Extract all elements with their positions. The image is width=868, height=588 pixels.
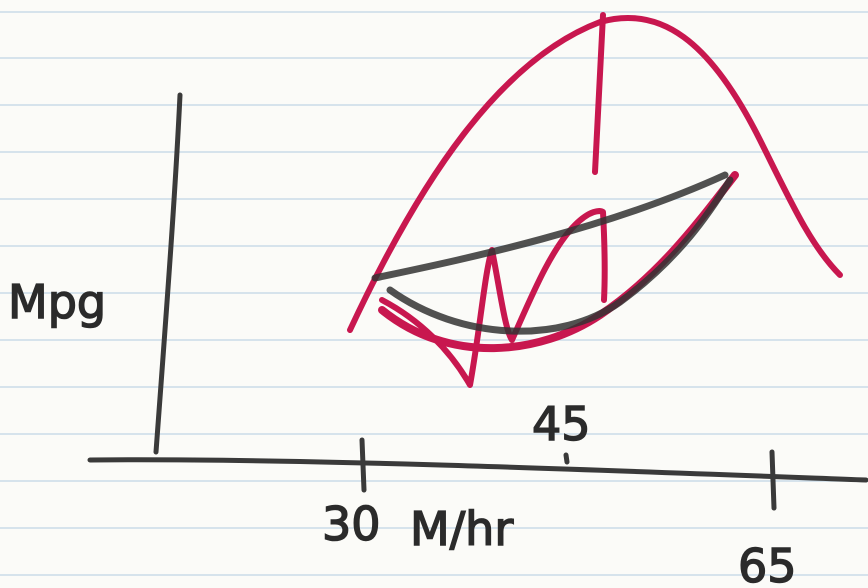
page: Mpg 30 M/hr 45 65 (() => { const data = … — [0, 0, 868, 588]
x-label: M/hr — [410, 502, 513, 556]
axes — [90, 95, 866, 508]
x-tick-label: 65 — [738, 539, 797, 588]
tick — [772, 452, 774, 508]
red-zigzag — [382, 211, 605, 385]
y-label: Mpg — [8, 275, 106, 329]
x-axis — [90, 460, 866, 480]
tick — [566, 455, 567, 462]
dark-bowl — [390, 180, 730, 331]
y-axis — [156, 95, 180, 452]
red-line — [595, 15, 603, 172]
x-tick-label: 45 — [532, 397, 591, 451]
x-tick-label: 30 — [322, 497, 381, 551]
curves — [350, 15, 840, 385]
sketch: Mpg 30 M/hr 45 65 — [0, 0, 868, 588]
tick — [362, 440, 364, 490]
